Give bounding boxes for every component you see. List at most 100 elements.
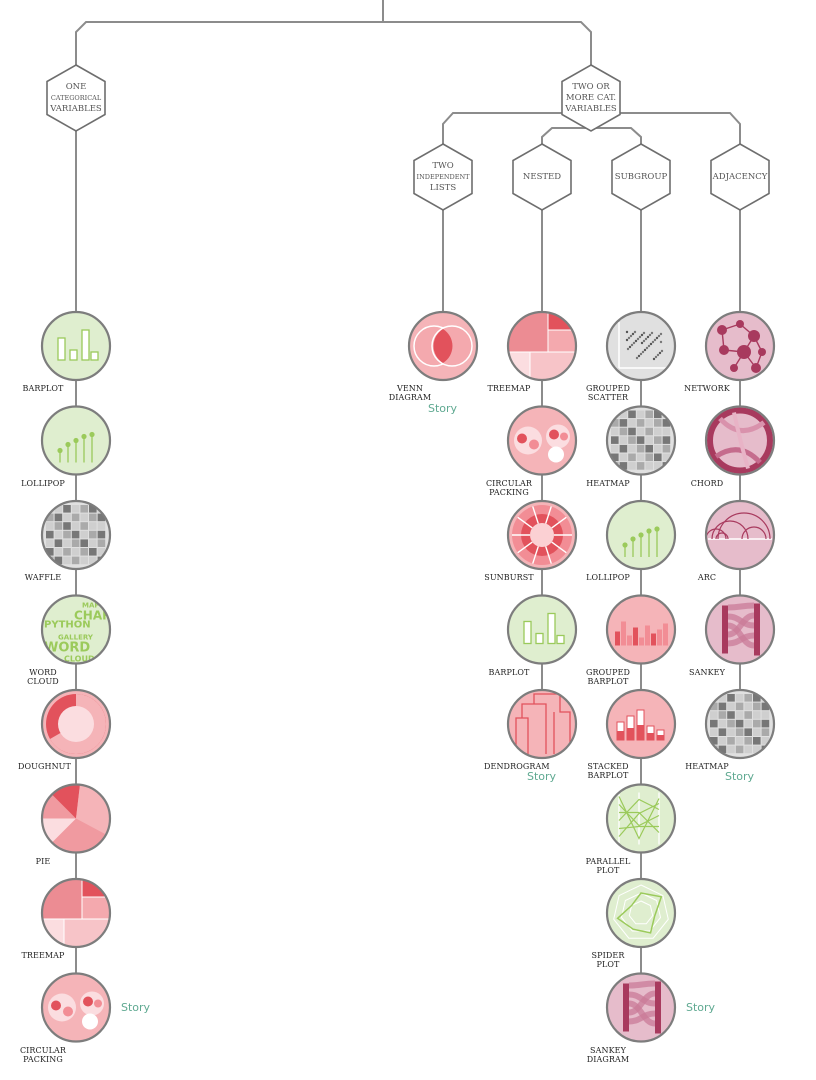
chart-label: LOLLIPOP [583,573,633,582]
chart-label-line: CHORD [690,478,724,488]
decision-node-line: NESTED [522,171,562,182]
chart-label-line: STACKED [587,762,629,771]
chart-node-network[interactable] [704,310,776,382]
chart-label-line: GROUPED [585,667,631,677]
decision-node-line: CATEGORICAL [50,93,102,102]
chart-label-line: DIAGRAM [388,393,432,402]
chart-node-doughnut[interactable] [40,688,112,760]
chart-label: SPIDER PLOT [583,951,633,969]
chart-label: SANKEY [682,668,732,677]
parallel-icon [618,792,660,845]
decision-node-adjacency: ADJACENCY [710,172,770,183]
venn-icon [413,325,473,367]
chart-label-line: PIE [35,856,51,866]
chart-label-line: PACKING [23,1054,63,1064]
arc-icon [706,512,772,540]
lollipop-icon [622,526,660,557]
chart-label: PIE [18,857,68,866]
chart-label: CIRCULAR PACKING [484,479,534,497]
circular-packing-icon [48,991,104,1030]
chart-node-venn[interactable] [407,310,479,382]
story-link-independent[interactable]: Story [428,402,458,415]
chart-node-treemap[interactable] [506,310,578,382]
chart-node-barplot[interactable] [40,310,112,382]
chart-label-line: SANKEY [590,1045,626,1055]
decision-node-line: ADJACENCY [712,171,768,182]
chart-node-sankey[interactable] [704,594,776,665]
chart-node-pie[interactable] [40,783,112,854]
chart-node-barplot[interactable] [506,594,578,665]
hexagon-subgroup [611,143,671,211]
chart-label-line: CIRCULAR [19,1045,67,1055]
chart-node-grouped-barplot[interactable] [605,594,677,665]
heatmap-icon [710,694,770,754]
chart-node-waffle[interactable] [40,499,112,571]
hexagon-one [46,64,106,132]
story-link-one[interactable]: Story [121,1000,151,1014]
chart-node-dendrogram[interactable] [506,688,578,760]
decision-node-line: TWO [432,160,454,171]
barplot-icon [523,612,565,645]
chart-label: HEATMAP [583,479,633,488]
decision-node-nested: NESTED [512,172,572,183]
chart-node-chord[interactable] [704,405,776,476]
chart-label-line: SANKEY [689,667,725,677]
chart-label-line: CLOUD [27,676,59,686]
decision-node-line: VARIABLES [565,103,617,114]
chart-node-parallel[interactable] [605,783,677,854]
chart-node-circular-packing[interactable] [40,972,112,1043]
chart-node-stacked-barplot[interactable] [605,688,677,760]
chart-node-treemap[interactable] [40,877,112,949]
chart-node-sunburst[interactable] [506,499,578,571]
chart-label: PARALLEL PLOT [583,857,633,875]
chart-node-lollipop[interactable] [40,405,112,476]
chart-label: LOLLIPOP [18,479,68,488]
chart-label: WAFFLE [18,573,68,582]
story-link-nested[interactable]: Story [527,770,557,783]
chart-label: TREEMAP [18,951,68,960]
sankey-icon [623,980,661,1034]
chart-node-heatmap[interactable] [704,688,776,760]
chart-label-line: WAFFLE [24,573,62,582]
chart-node-spider[interactable] [605,877,677,949]
chart-node-circular-packing[interactable] [506,405,578,476]
story-link-subgroup[interactable]: Story [686,1000,716,1014]
chart-label: HEATMAP [682,762,732,771]
network-icon [717,320,766,373]
stacked-barplot-icon [616,709,665,741]
doughnut-icon [46,694,106,755]
chart-node-scatter[interactable] [605,310,677,382]
chart-label: DENDROGRAM [484,762,550,771]
decision-node-line: TWO OR [572,81,610,92]
chart-label: BARPLOT [18,384,68,393]
chart-label-line: PARALLEL [585,856,631,866]
chart-label: CIRCULAR PACKING [18,1046,68,1064]
svg-text:WORD: WORD [44,641,90,656]
chart-label-line: SPIDER [591,951,625,960]
dendrogram-icon [515,693,571,754]
pie-icon [42,784,110,853]
scatter-icon [618,322,667,369]
circular-packing-icon [514,424,570,463]
story-link-adjacency[interactable]: Story [725,770,755,783]
chart-node-sankey[interactable] [605,972,677,1043]
chart-node-heatmap[interactable] [605,405,677,476]
decision-node-independent: TWO INDEPENDENT LISTS [413,161,473,194]
grouped-barplot-icon [615,621,668,646]
decision-node-subgroup: SUBGROUP [611,172,671,183]
chart-node-arc[interactable] [704,499,776,571]
chart-label: WORD CLOUD [18,668,68,686]
chart-label-line: ARC [697,573,717,582]
chart-label: DOUGHNUT [18,762,71,771]
chart-label-line: DENDROGRAM [484,762,550,771]
chart-label: STACKED BARPLOT [583,762,633,780]
chart-label-line: DOUGHNUT [18,762,71,771]
chart-label-line: LOLLIPOP [586,573,630,582]
chart-node-lollipop[interactable] [605,499,677,571]
chart-label-line: PLOT [596,865,620,875]
svg-text:MAP: MAP [82,602,100,610]
hexagon-nested [512,143,572,211]
